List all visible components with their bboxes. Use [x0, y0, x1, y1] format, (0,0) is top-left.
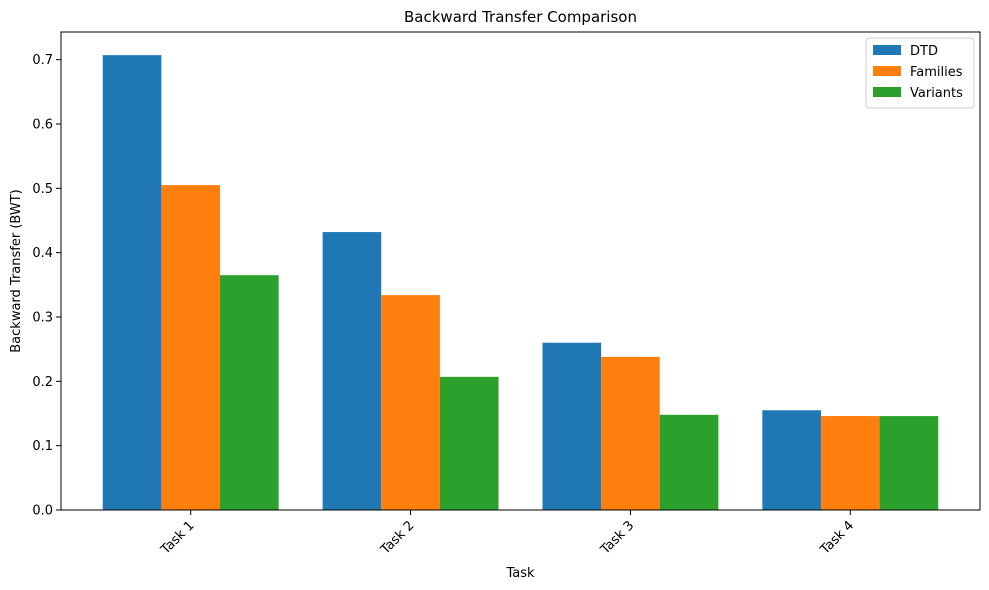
x-tick-label: Task 2: [377, 518, 417, 558]
legend-swatch-variants: [873, 87, 901, 97]
legend-swatch-dtd: [873, 45, 901, 55]
bar-dtd-4: [762, 410, 821, 510]
legend-label-families: Families: [910, 65, 963, 80]
y-tick-label: 0.7: [32, 53, 53, 68]
bar-variants-2: [439, 376, 499, 510]
axes-layer: [60, 31, 981, 511]
chart-title: Backward Transfer Comparison: [404, 8, 637, 26]
bar-variants-3: [659, 414, 719, 510]
y-axis-label: Backward Transfer (BWT): [9, 189, 24, 352]
y-tick-label: 0.2: [32, 375, 53, 390]
bar-families-3: [601, 356, 660, 510]
legend-swatch-families: [873, 66, 901, 76]
y-tick-label: 0.6: [32, 117, 53, 132]
bar-dtd-3: [542, 342, 602, 510]
y-tick-label: 0.4: [32, 246, 53, 261]
bar-families-2: [381, 295, 440, 510]
legend-label-variants: Variants: [910, 86, 963, 101]
x-tick-label: Task 3: [597, 518, 637, 558]
y-tick-label: 0.1: [32, 439, 53, 454]
bar-variants-1: [220, 275, 279, 510]
x-axis-ticks: Task 1 Task 2 Task 3 Task 4: [158, 510, 857, 558]
bar-dtd-2: [322, 232, 382, 510]
bar-families-4: [820, 416, 880, 510]
y-tick-label: 0.5: [32, 182, 53, 197]
y-axis-ticks: 0.0 0.1 0.2 0.3 0.4 0.5 0.6 0.7: [32, 53, 61, 519]
legend: DTD Families Variants: [865, 37, 975, 109]
plot-frame: [60, 31, 981, 511]
x-axis-label: Task: [505, 566, 535, 581]
x-tick-label: Task 1: [158, 518, 198, 558]
legend-label-dtd: DTD: [910, 44, 938, 59]
y-tick-label: 0.3: [32, 310, 53, 325]
bar-families-1: [161, 185, 221, 511]
y-tick-label: 0.0: [32, 504, 53, 519]
bar-dtd-1: [102, 55, 162, 510]
bars-layer: [102, 55, 939, 511]
x-tick-label: Task 4: [817, 518, 857, 558]
bar-variants-4: [879, 416, 939, 510]
